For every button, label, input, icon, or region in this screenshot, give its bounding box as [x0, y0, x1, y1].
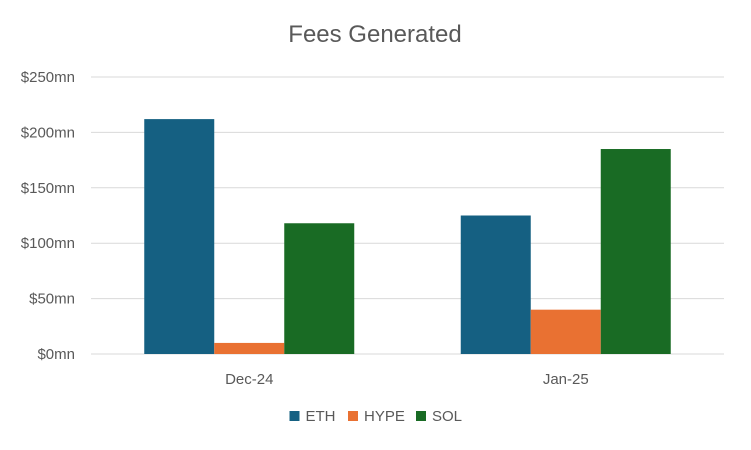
legend: ETH HYPE SOL	[289, 408, 462, 425]
bar-hype-jan-25	[530, 309, 601, 354]
legend-label-hype: HYPE	[364, 408, 405, 425]
y-tick-label: $150mn	[21, 180, 75, 197]
x-tick-label: Dec-24	[225, 371, 273, 388]
y-axis: $0mn $50mn $100mn $150mn $200mn $250mn	[21, 69, 75, 363]
legend-swatch-sol	[416, 411, 426, 421]
legend-swatch-hype	[348, 411, 358, 421]
bar-eth-dec-24	[144, 119, 215, 354]
bar-hype-dec-24	[214, 342, 285, 354]
y-tick-label: $100mn	[21, 235, 75, 252]
legend-label-eth: ETH	[306, 408, 336, 425]
x-tick-label: Jan-25	[543, 371, 589, 388]
bar-eth-jan-25	[460, 215, 531, 354]
chart-title: Fees Generated	[288, 21, 461, 48]
x-axis: Dec-24 Jan-25	[225, 371, 589, 388]
legend-swatch-eth	[289, 411, 300, 421]
y-tick-label: $0mn	[37, 346, 75, 363]
bars	[144, 119, 671, 354]
bar-sol-dec-24	[284, 223, 355, 354]
y-tick-label: $200mn	[21, 124, 75, 141]
y-tick-label: $250mn	[21, 69, 75, 86]
legend-label-sol: SOL	[432, 408, 462, 425]
bar-sol-jan-25	[600, 149, 671, 354]
y-tick-label: $50mn	[29, 291, 75, 308]
